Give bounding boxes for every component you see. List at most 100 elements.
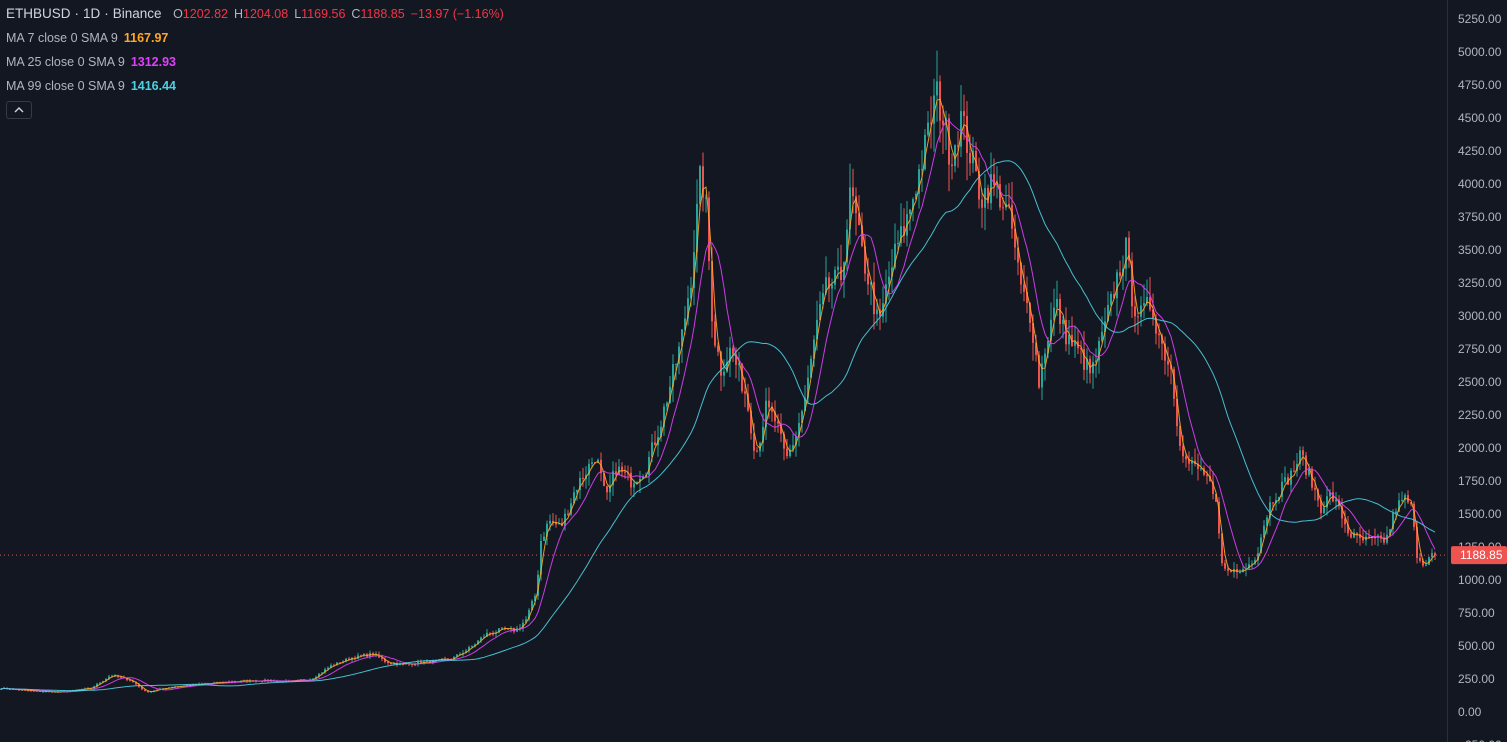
candle-body bbox=[777, 421, 779, 424]
collapse-legend-button[interactable] bbox=[6, 101, 32, 119]
candle-body bbox=[1041, 363, 1043, 388]
candle-body bbox=[141, 686, 143, 690]
high-value: 1204.08 bbox=[243, 7, 289, 21]
separator: · bbox=[104, 6, 109, 21]
candle-body bbox=[555, 522, 557, 525]
candle-body bbox=[912, 199, 914, 210]
symbol-header: ETHBUSD · 1D · Binance O1202.82 H1204.08 L1169… bbox=[6, 2, 510, 26]
candle-body bbox=[549, 520, 551, 524]
candle-body bbox=[711, 261, 713, 322]
candle-body bbox=[519, 627, 521, 629]
candle-body bbox=[558, 523, 560, 525]
candle-body bbox=[1434, 553, 1436, 556]
candle-body bbox=[834, 269, 836, 285]
candle-body bbox=[546, 523, 548, 537]
candle-body bbox=[261, 681, 263, 683]
candle-body bbox=[315, 676, 317, 679]
candle-body bbox=[963, 111, 965, 116]
candle-body bbox=[1350, 533, 1352, 538]
candle-body bbox=[1014, 228, 1016, 248]
candle-body bbox=[993, 174, 995, 186]
candle-body bbox=[1176, 398, 1178, 427]
candle-body bbox=[1242, 569, 1244, 573]
candle-body bbox=[486, 632, 488, 637]
indicator-ma25[interactable]: MA 25 close 0 SMA 9 1312.93 bbox=[6, 50, 510, 74]
y-tick-label: 750.00 bbox=[1458, 606, 1495, 620]
candle-body bbox=[1251, 563, 1253, 565]
candle-body bbox=[981, 199, 983, 208]
y-tick-label: 500.00 bbox=[1458, 639, 1495, 653]
candle-body bbox=[1392, 513, 1394, 530]
candle-body bbox=[1035, 342, 1037, 355]
low-label: L bbox=[294, 7, 302, 21]
ma25-line bbox=[0, 120, 1436, 693]
candle-body bbox=[666, 402, 668, 407]
candle-body bbox=[129, 680, 131, 682]
candle-body bbox=[870, 282, 872, 285]
candle-body bbox=[669, 386, 671, 403]
candle-body bbox=[828, 277, 830, 289]
candle-body bbox=[903, 226, 905, 236]
candle-body bbox=[897, 242, 899, 244]
candle-body bbox=[1428, 557, 1430, 565]
candle-body bbox=[1179, 426, 1181, 447]
y-tick-label: 5000.00 bbox=[1458, 45, 1502, 59]
candle-body bbox=[705, 197, 707, 199]
candle-body bbox=[681, 329, 683, 347]
candle-body bbox=[543, 536, 545, 541]
interval-label[interactable]: 1D bbox=[83, 6, 101, 21]
candle-body bbox=[729, 347, 731, 362]
candle-body bbox=[537, 574, 539, 596]
indicator-ma7[interactable]: MA 7 close 0 SMA 9 1167.97 bbox=[6, 26, 510, 50]
candle-body bbox=[831, 284, 833, 289]
symbol-name[interactable]: ETHBUSD bbox=[6, 6, 71, 21]
candle-body bbox=[1200, 468, 1202, 470]
ma7-line bbox=[0, 98, 1436, 693]
price-axis[interactable] bbox=[1447, 0, 1507, 742]
y-tick-label: 250.00 bbox=[1458, 672, 1495, 686]
candle-body bbox=[147, 690, 149, 693]
candle-body bbox=[1314, 487, 1316, 490]
candle-body bbox=[1059, 298, 1061, 325]
candle-body bbox=[660, 426, 662, 438]
last-price-tag bbox=[1451, 546, 1507, 565]
y-tick-label: 4500.00 bbox=[1458, 111, 1502, 125]
y-tick-label: 1750.00 bbox=[1458, 474, 1502, 488]
candle-body bbox=[1104, 321, 1106, 332]
candle-body bbox=[747, 393, 749, 411]
indicator-label: MA 99 close 0 SMA 9 bbox=[6, 79, 125, 93]
candle-body bbox=[489, 632, 491, 634]
y-tick-label: 3750.00 bbox=[1458, 210, 1502, 224]
candle-body bbox=[1158, 333, 1160, 336]
candle-body bbox=[846, 229, 848, 263]
candle-body bbox=[966, 115, 968, 153]
candle-body bbox=[954, 145, 956, 166]
candle-body bbox=[798, 422, 800, 437]
candle-body bbox=[111, 675, 113, 677]
candle-body bbox=[948, 118, 950, 165]
candle-body bbox=[1080, 348, 1082, 350]
candle-body bbox=[381, 657, 383, 659]
candle-body bbox=[1344, 518, 1346, 525]
candle-body bbox=[1038, 354, 1040, 388]
candle-body bbox=[1107, 304, 1109, 322]
low-value: 1169.56 bbox=[301, 7, 346, 21]
candle-body bbox=[1203, 468, 1205, 475]
candle-body bbox=[36, 690, 38, 692]
candle-body bbox=[1065, 319, 1067, 345]
candle-body bbox=[1272, 502, 1274, 504]
last-price-label: 1188.85 bbox=[1460, 548, 1503, 562]
candle-body bbox=[792, 445, 794, 450]
candle-body bbox=[636, 481, 638, 484]
candle-body bbox=[861, 225, 863, 247]
candle-body bbox=[840, 266, 842, 281]
candle-body bbox=[120, 676, 122, 678]
candle-body bbox=[1026, 291, 1028, 304]
y-tick-label: 4000.00 bbox=[1458, 177, 1502, 191]
indicator-ma99[interactable]: MA 99 close 0 SMA 9 1416.44 bbox=[6, 74, 510, 98]
candle-body bbox=[483, 636, 485, 638]
candle-body bbox=[1323, 507, 1325, 514]
candle-body bbox=[1131, 260, 1133, 307]
